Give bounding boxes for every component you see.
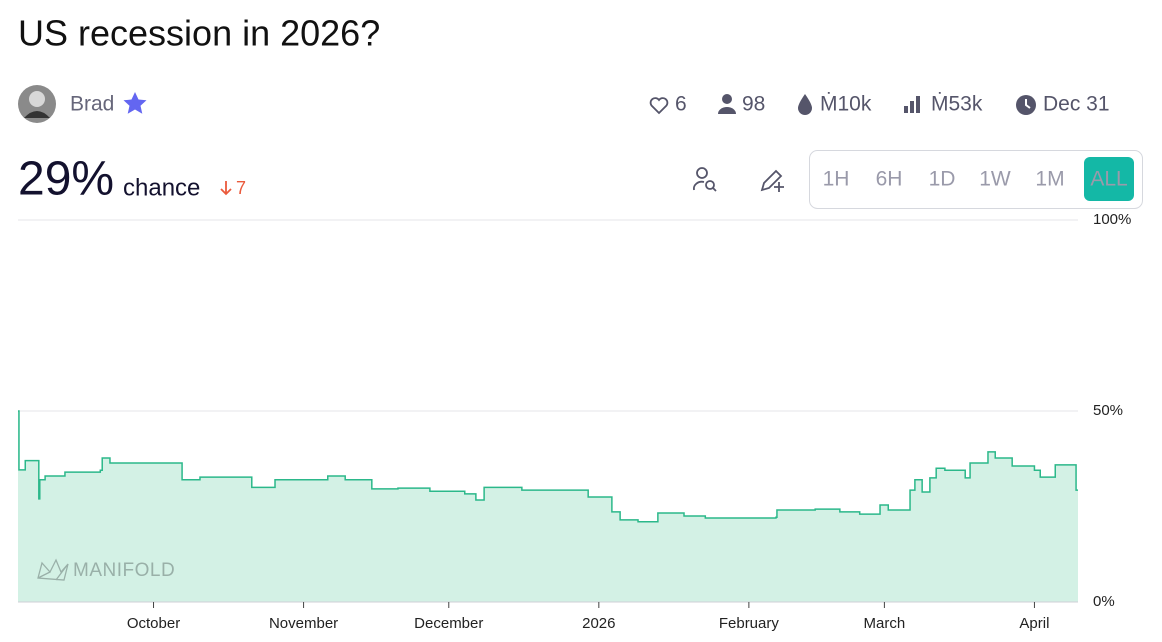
x-tick-label: March <box>864 615 906 632</box>
watermark: MANIFOLD <box>37 558 175 581</box>
liquidity-icon <box>904 96 920 113</box>
y-tick-label: 100% <box>1093 211 1131 228</box>
active-range-bg <box>1084 157 1134 201</box>
area <box>18 411 1078 602</box>
probability-change: 7 <box>236 178 246 198</box>
heart-icon[interactable] <box>649 97 669 115</box>
watermark-text: MANIFOLD <box>73 560 175 581</box>
time-range-button[interactable]: 1D <box>929 168 956 191</box>
y-tick-label: 0% <box>1093 593 1115 610</box>
time-range-button[interactable]: 1M <box>1035 168 1064 191</box>
add-annotation-button[interactable] <box>760 169 784 192</box>
market-title: US recession in 2026? <box>18 13 380 54</box>
down-arrow <box>220 181 232 196</box>
x-tick-label: April <box>1019 615 1049 632</box>
traders-icon <box>718 94 736 114</box>
probability: 29% <box>18 153 114 206</box>
time-range-button[interactable]: ALL <box>1090 168 1127 191</box>
time-range-selector <box>809 150 1143 209</box>
avatar[interactable] <box>18 85 56 123</box>
volume-icon <box>798 94 812 115</box>
watermark-logo <box>37 558 69 581</box>
volume: Ṁ10k <box>820 93 872 116</box>
close-date: Dec 31 <box>1043 93 1110 116</box>
x-tick-label: 2026 <box>582 615 615 632</box>
liquidity: Ṁ53k <box>931 93 983 116</box>
time-range-button[interactable]: 6H <box>876 168 903 191</box>
time-range-button[interactable]: 1H <box>823 168 850 191</box>
user-search-button[interactable] <box>693 167 717 192</box>
traders-count: 98 <box>742 93 765 116</box>
x-tick-label: November <box>269 615 338 632</box>
probability-label: chance <box>123 174 200 201</box>
x-tick-label: October <box>127 615 180 632</box>
line <box>18 410 1078 523</box>
x-tick-label: February <box>719 615 780 632</box>
y-tick-label: 50% <box>1093 402 1123 419</box>
creator-name[interactable]: Brad <box>70 93 114 116</box>
x-tick-label: December <box>414 615 483 632</box>
star-icon <box>123 92 147 114</box>
clock-icon <box>1016 95 1036 115</box>
time-range-button[interactable]: 1W <box>979 168 1011 191</box>
likes-count: 6 <box>675 93 687 116</box>
